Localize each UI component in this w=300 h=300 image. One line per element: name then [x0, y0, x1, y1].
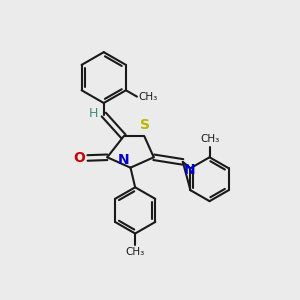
Text: CH₃: CH₃ — [200, 134, 219, 144]
Text: H: H — [88, 107, 98, 120]
Text: N: N — [184, 163, 196, 177]
Text: S: S — [140, 118, 150, 132]
Text: N: N — [118, 152, 129, 167]
Text: O: O — [73, 151, 85, 165]
Text: CH₃: CH₃ — [125, 248, 145, 257]
Text: CH₃: CH₃ — [139, 92, 158, 102]
